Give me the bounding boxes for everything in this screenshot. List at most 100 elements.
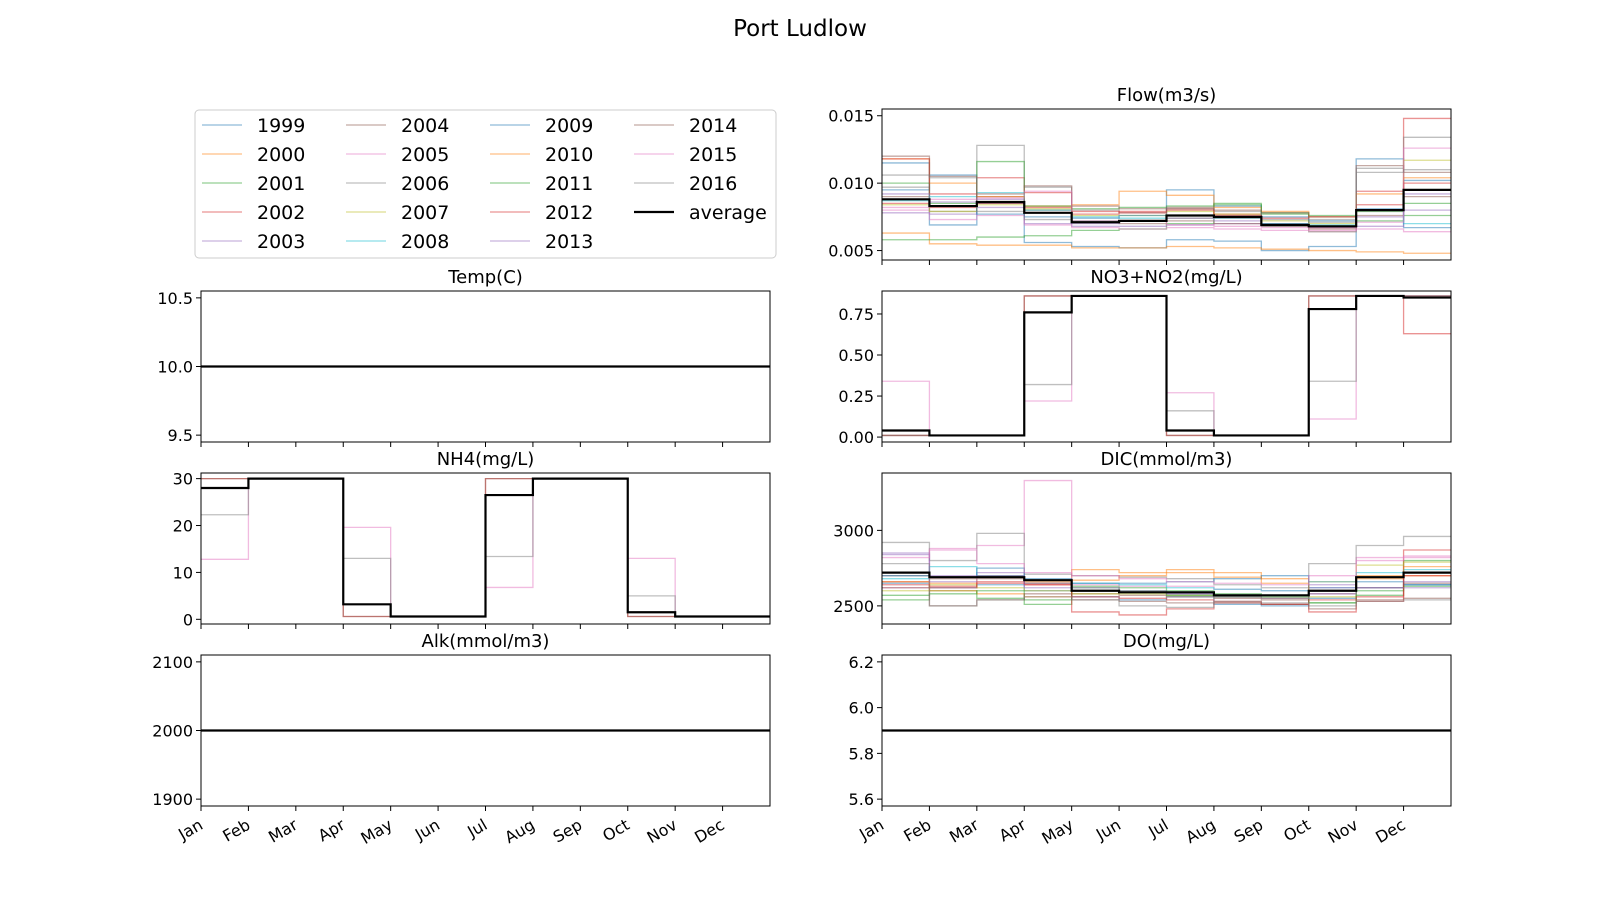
y-tick-label: 5.6: [849, 790, 874, 809]
y-tick-label: 10.5: [157, 289, 193, 308]
legend-label: 2003: [257, 231, 305, 253]
legend-entry-2011: 2011: [490, 173, 593, 195]
y-tick-label: 0: [183, 610, 193, 629]
x-tick-label: Mar: [265, 815, 301, 847]
panel-title: DIC(mmol/m3): [1101, 449, 1233, 470]
x-tick-label: Oct: [599, 815, 632, 845]
y-tick-label: 0.50: [838, 346, 874, 365]
panel-title: Temp(C): [447, 267, 523, 288]
legend-label: 2002: [257, 202, 305, 224]
panel-temp-c: 9.5 10.0 10.5 Temp(C): [157, 267, 771, 447]
legend-label: 2000: [257, 144, 305, 166]
panel-title: NO3+NO2(mg/L): [1090, 267, 1242, 288]
y-tick-label: 0.010: [828, 174, 874, 193]
x-tick-label: Aug: [1182, 815, 1219, 847]
legend-label: average: [689, 202, 767, 224]
x-tick-label: Apr: [996, 815, 1030, 846]
panel-no3-no2-mg-l: 0.00 0.25 0.50 0.75 NO3+NO2(mg/L): [838, 267, 1452, 447]
legend-label: 1999: [257, 115, 305, 137]
series-line-2002: [882, 549, 1451, 616]
x-tick-label: Nov: [1325, 815, 1362, 847]
series-group: [201, 477, 770, 618]
legend-entry-2001: 2001: [202, 173, 305, 195]
y-tick-label: 9.5: [168, 426, 193, 445]
x-tick-label: Sep: [550, 815, 586, 847]
panel-flow-m3-s: 0.005 0.010 0.015 Flow(m3/s): [828, 85, 1452, 265]
legend-entry-2015: 2015: [634, 144, 737, 166]
y-tick-label: 20: [173, 517, 193, 536]
x-tick-label: Jul: [463, 815, 490, 842]
legend-entry-1999: 1999: [202, 115, 305, 137]
series-line-2015: [882, 549, 1451, 586]
x-tick-label: Dec: [1372, 815, 1408, 847]
legend-label: 2006: [401, 173, 449, 195]
x-tick-label: May: [1039, 815, 1077, 848]
legend-label: 2016: [689, 173, 737, 195]
x-tick-label: Sep: [1231, 815, 1267, 847]
panel-alk-mmol-m3: Jan Feb Mar Apr May Jun Jul Aug Sep Oct Nov Dec 1900…: [152, 631, 771, 848]
legend-label: 2005: [401, 144, 449, 166]
panel-nh4-mg-l: 0 10 20 30 NH4(mg/L): [173, 449, 771, 629]
series-line-average: [882, 294, 1451, 437]
series-line-2000: [882, 232, 1451, 254]
legend-box: [194, 109, 777, 259]
legend-entry-2005: 2005: [346, 144, 449, 166]
y-tick-label: 2000: [152, 722, 193, 741]
panel-do-mg-l: Jan Feb Mar Apr May Jun Jul Aug Sep Oct Nov Dec 5.6 5…: [849, 631, 1452, 848]
series-line-average: [882, 571, 1451, 597]
legend-label: 2014: [689, 115, 737, 137]
series-line-2005: [882, 209, 1451, 233]
legend-entry-2013: 2013: [490, 231, 593, 253]
panel-title: NH4(mg/L): [437, 449, 535, 470]
y-tick-label: 6.0: [849, 699, 874, 718]
x-tick-label: Jan: [855, 815, 887, 844]
x-tick-label: Jan: [174, 815, 206, 844]
y-tick-label: 0.25: [838, 387, 874, 406]
legend-label: 2009: [545, 115, 593, 137]
legend-entry-2003: 2003: [202, 231, 305, 253]
x-tick-label: Feb: [900, 815, 934, 846]
x-tick-label: Aug: [501, 815, 538, 847]
legend-entry-2002: 2002: [202, 202, 305, 224]
figure-title: Port Ludlow: [733, 16, 867, 42]
legend-label: 2007: [401, 202, 449, 224]
y-tick-label: 0.015: [828, 107, 874, 126]
legend-entry-2012: 2012: [490, 202, 593, 224]
x-tick-label: Jul: [1144, 815, 1171, 842]
y-tick-label: 2100: [152, 653, 193, 672]
y-tick-label: 10.0: [157, 358, 193, 377]
x-tick-label: Jun: [1092, 815, 1124, 844]
y-tick-label: 0.75: [838, 305, 874, 324]
legend-entry-2014: 2014: [634, 115, 737, 137]
x-tick-label: May: [358, 815, 396, 848]
legend-label: 2013: [545, 231, 593, 253]
series-group: [882, 294, 1451, 437]
y-tick-label: 0.00: [838, 428, 874, 447]
x-tick-label: Oct: [1280, 815, 1313, 845]
legend-entry-2000: 2000: [202, 144, 305, 166]
x-tick-label: Feb: [219, 815, 253, 846]
y-tick-label: 6.2: [849, 653, 874, 672]
y-tick-label: 2500: [833, 597, 874, 616]
legend-label: 2008: [401, 231, 449, 253]
panel-title: DO(mg/L): [1123, 631, 1210, 652]
legend-entry-2007: 2007: [346, 202, 449, 224]
axes-frame: [881, 108, 1452, 261]
y-tick-label: 30: [173, 470, 193, 489]
y-tick-label: 5.8: [849, 744, 874, 763]
y-tick-label: 10: [173, 563, 193, 582]
series-line-2016: [882, 562, 1451, 609]
x-tick-label: Jun: [411, 815, 443, 844]
panel-title: Flow(m3/s): [1117, 85, 1217, 106]
legend-entry-2008: 2008: [346, 231, 449, 253]
legend: 1999 2000 2001 2002 2003 2004 2005 2006 2007 2008…: [194, 109, 777, 259]
x-tick-label: Apr: [315, 815, 349, 846]
series-group: [882, 117, 1451, 254]
legend-entry-2009: 2009: [490, 115, 593, 137]
series-line-average: [882, 188, 1451, 228]
panel-title: Alk(mmol/m3): [422, 631, 550, 652]
y-tick-label: 0.005: [828, 242, 874, 261]
legend-label: 2004: [401, 115, 449, 137]
legend-entry-2010: 2010: [490, 144, 593, 166]
legend-label: 2012: [545, 202, 593, 224]
